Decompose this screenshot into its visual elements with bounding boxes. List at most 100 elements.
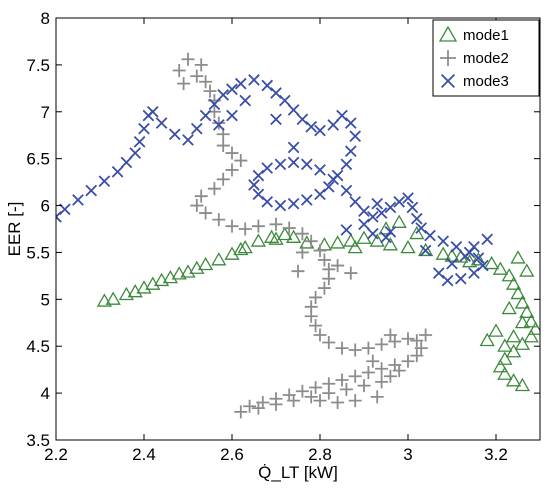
mode3-point	[450, 240, 463, 253]
mode2-point	[309, 290, 323, 304]
mode2-point	[410, 334, 424, 348]
mode3-point	[270, 113, 282, 126]
mode2-point	[199, 206, 213, 220]
mode3-point	[190, 122, 203, 135]
mode2-point	[383, 369, 397, 383]
mode1-point	[510, 250, 526, 264]
mode3-point	[380, 231, 392, 244]
mode2-point	[322, 335, 336, 349]
mode1-point	[145, 276, 161, 290]
mode3-point	[340, 224, 353, 236]
legend-marker-mode1	[438, 25, 458, 42]
axes: 2.2 2.4 2.6 2.8 3 3.2 3.5 4 4.5 5 5.5 6 6.5 7 7.5 8 Q̇_L…	[5, 9, 541, 482]
mode2-point	[243, 399, 257, 413]
mode1-point	[356, 230, 372, 244]
mode3-point	[472, 252, 485, 264]
mode3-point	[446, 257, 458, 270]
plot-frame	[55, 17, 541, 441]
mode2-point	[344, 266, 358, 280]
mode3-point	[344, 117, 357, 129]
mode1-point	[189, 260, 205, 274]
mode1-point	[505, 329, 522, 343]
mode1-point	[180, 264, 196, 278]
mode3-point	[432, 267, 445, 279]
mode3-point	[327, 119, 340, 131]
mode3-point	[274, 158, 287, 171]
plot-marks	[56, 52, 540, 419]
mode3-point	[300, 194, 313, 206]
mode1-point	[382, 237, 399, 251]
mode1-point	[171, 266, 187, 280]
mode3-point	[98, 175, 111, 188]
y-tick-label: 7.5	[26, 56, 50, 75]
mode3-point	[459, 250, 472, 263]
mode3-point	[146, 105, 159, 118]
mode3-point	[261, 162, 274, 174]
mode1-point	[514, 314, 531, 329]
mode2-point	[317, 281, 331, 295]
y-tick-label: 3.5	[26, 431, 50, 450]
mode1-point	[514, 377, 531, 392]
mode3-point	[305, 120, 318, 133]
mode1-point	[519, 304, 535, 318]
mode2-point	[225, 163, 239, 177]
mode1-point	[523, 314, 539, 328]
mode1-point	[523, 329, 539, 343]
mode2-point	[304, 309, 318, 323]
y-tick-label: 4	[41, 384, 50, 403]
mode2-point	[199, 75, 213, 89]
mode1-point	[127, 284, 143, 298]
x-tick-label: 3	[403, 445, 412, 464]
mode3-point	[278, 94, 291, 107]
mode1-point	[514, 295, 531, 309]
mode1-point	[237, 239, 253, 254]
mode3-point	[358, 218, 370, 231]
mode1-point	[505, 373, 522, 387]
x-tick-label: 2.4	[132, 445, 156, 464]
x-tick-label: 3.2	[484, 445, 508, 464]
mode1-point	[347, 239, 363, 254]
mode3-point	[261, 195, 274, 208]
mode1-point	[505, 276, 522, 290]
mode2-point	[190, 199, 204, 213]
mode2-point	[177, 77, 191, 91]
mode2-point	[366, 354, 380, 368]
mode2-point	[181, 52, 195, 66]
mode3-point	[349, 195, 362, 208]
mode2-point	[361, 365, 375, 379]
mode2-point	[357, 379, 371, 393]
mode2-point	[322, 386, 336, 400]
mode3-point	[226, 109, 238, 122]
mode1-point	[277, 226, 293, 241]
mode3-point	[344, 145, 357, 158]
mode1-point	[488, 323, 504, 337]
mode2-point	[234, 154, 248, 168]
mode2-point	[225, 146, 239, 160]
mode1-point	[378, 221, 394, 235]
mode3-point	[155, 117, 168, 129]
y-tick-label: 8	[41, 9, 50, 28]
legend-marker-mode3	[440, 73, 456, 89]
mode2-point	[335, 341, 349, 355]
mode2-point	[375, 362, 389, 376]
mode2-point	[313, 328, 327, 342]
mode1-point	[96, 293, 113, 307]
mode1-point	[136, 280, 152, 294]
mode3-point	[287, 156, 300, 169]
mode2-point	[383, 328, 397, 342]
mode3-point	[441, 274, 454, 287]
mode2-point	[282, 221, 296, 235]
mode2-point	[225, 219, 239, 233]
mode3-point	[402, 192, 414, 204]
mode3-point	[217, 89, 230, 101]
mode2-point	[304, 234, 318, 248]
mode2-point	[331, 259, 345, 273]
legend-entry-mode1: mode1	[463, 27, 509, 44]
mode1-point	[409, 225, 425, 240]
mode3-point	[182, 134, 194, 146]
mode3-point	[261, 79, 274, 92]
mode3-point	[85, 184, 98, 197]
mode2-point	[172, 64, 186, 78]
mode3-point	[248, 179, 260, 191]
mode1-point	[162, 269, 179, 284]
